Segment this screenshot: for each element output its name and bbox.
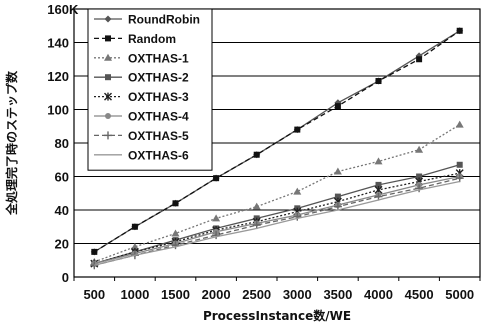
point-OXTHAS-1-1500 — [171, 229, 180, 237]
point-OXTHAS-1-5000 — [455, 120, 464, 128]
y-tick-140: 140 — [47, 36, 69, 51]
y-unit-label: K — [69, 2, 79, 17]
point-Random-3000 — [294, 126, 301, 133]
point-OXTHAS-1-4500 — [415, 145, 424, 153]
legend-label: OXTHAS-6 — [128, 148, 189, 162]
point-OXTHAS-5-1500 — [171, 241, 180, 250]
y-tick-160: 160 — [47, 2, 69, 17]
series-line-OXTHAS-5 — [94, 177, 460, 266]
legend-item-OXTHAS-2: OXTHAS-2 — [94, 71, 189, 85]
point-OXTHAS-5-2000 — [212, 231, 221, 240]
series-line-OXTHAS-4 — [94, 175, 460, 265]
x-tick-3500: 3500 — [323, 287, 352, 302]
series-line-OXTHAS-6 — [94, 180, 460, 266]
legend-item-OXTHAS-5: OXTHAS-5 — [94, 129, 189, 143]
point-OXTHAS-2-4000 — [375, 181, 382, 188]
series-lines — [90, 27, 464, 270]
series-OXTHAS-5 — [90, 174, 464, 270]
series-line-OXTHAS-2 — [94, 164, 460, 265]
series-line-OXTHAS-3 — [94, 172, 460, 265]
legend-item-Random: Random — [94, 32, 176, 46]
legend-marker — [104, 92, 112, 101]
series-line-Random — [93, 30, 461, 253]
y-axis-label: 全処理完了時のステップ数 — [4, 70, 19, 216]
point-OXTHAS-1-3000 — [293, 187, 302, 195]
series-OXTHAS-6 — [94, 180, 460, 266]
point-Random-2500 — [253, 151, 260, 158]
x-tick-1500: 1500 — [161, 287, 190, 302]
point-OXTHAS-5-3000 — [293, 212, 302, 221]
y-tick-40: 40 — [55, 203, 69, 218]
x-tick-5000: 5000 — [445, 287, 474, 302]
legend-label: OXTHAS-5 — [128, 129, 189, 143]
x-tick-4000: 4000 — [364, 287, 393, 302]
x-tick-1000: 1000 — [120, 287, 149, 302]
legend-marker — [105, 35, 111, 42]
y-tick-100: 100 — [47, 103, 69, 118]
legend-marker — [104, 131, 112, 140]
legend-marker — [104, 53, 112, 61]
legend-label: OXTHAS-3 — [128, 90, 189, 104]
legend-marker — [105, 74, 111, 81]
x-tick-4500: 4500 — [405, 287, 434, 302]
point-OXTHAS-5-3500 — [333, 202, 342, 211]
point-OXTHAS-5-4500 — [415, 184, 424, 193]
series-line-OXTHAS-1 — [94, 124, 461, 263]
point-OXTHAS-1-2500 — [252, 202, 261, 210]
point-OXTHAS-5-5000 — [455, 174, 464, 183]
legend-item-OXTHAS-6: OXTHAS-6 — [94, 148, 189, 162]
point-OXTHAS-1-2000 — [212, 214, 221, 222]
x-tick-500: 500 — [83, 287, 105, 302]
point-Random-4500 — [416, 56, 423, 63]
point-Random-1000 — [131, 223, 138, 230]
point-OXTHAS-5-2500 — [252, 221, 261, 230]
point-OXTHAS-1-1000 — [130, 242, 139, 250]
point-Random-4000 — [375, 78, 382, 85]
point-OXTHAS-2-4500 — [416, 173, 423, 180]
legend: RoundRobin Random OXTHAS-1 OXTHAS-2 OXTHAS-3… — [87, 8, 213, 171]
x-tick-3000: 3000 — [283, 287, 312, 302]
y-tick-120: 120 — [47, 69, 69, 84]
point-Random-2000 — [213, 175, 220, 182]
point-Random-500 — [91, 248, 98, 255]
point-OXTHAS-2-3500 — [334, 193, 341, 200]
y-tick-labels: 0 20 40 60 80 100 120 140 160 — [47, 2, 69, 285]
x-tick-2000: 2000 — [202, 287, 231, 302]
point-Random-1500 — [172, 200, 179, 207]
y-tick-0: 0 — [62, 270, 69, 285]
point-OXTHAS-1-4000 — [374, 157, 383, 165]
legend-item-RoundRobin: RoundRobin — [94, 13, 200, 27]
legend-marker — [105, 113, 111, 119]
x-axis-label: ProcessInstance数/WE — [203, 308, 351, 323]
point-OXTHAS-5-4000 — [374, 192, 383, 201]
legend-label: RoundRobin — [128, 13, 200, 27]
series-line-RoundRobin — [93, 30, 461, 253]
legend-label: Random — [128, 32, 176, 46]
legend-label: OXTHAS-2 — [128, 71, 189, 85]
legend-marker — [104, 15, 112, 23]
y-tick-20: 20 — [55, 237, 69, 252]
point-Random-3500 — [334, 103, 341, 110]
point-OXTHAS-2-5000 — [456, 161, 463, 168]
y-tick-80: 80 — [55, 136, 69, 151]
legend-label: OXTHAS-4 — [128, 110, 189, 124]
point-Random-5000 — [456, 27, 463, 34]
x-tick-2500: 2500 — [242, 287, 271, 302]
legend-item-OXTHAS-3: OXTHAS-3 — [94, 90, 189, 104]
series-Random — [91, 27, 463, 255]
y-tick-60: 60 — [55, 170, 69, 185]
x-tick-labels: 500 1000 1500 2000 2500 3000 3500 4000 4500 5000 — [83, 287, 474, 302]
legend-item-OXTHAS-1: OXTHAS-1 — [94, 51, 189, 65]
legend-item-OXTHAS-4: OXTHAS-4 — [94, 110, 189, 124]
legend-label: OXTHAS-1 — [128, 51, 189, 65]
point-OXTHAS-1-3500 — [333, 167, 342, 175]
